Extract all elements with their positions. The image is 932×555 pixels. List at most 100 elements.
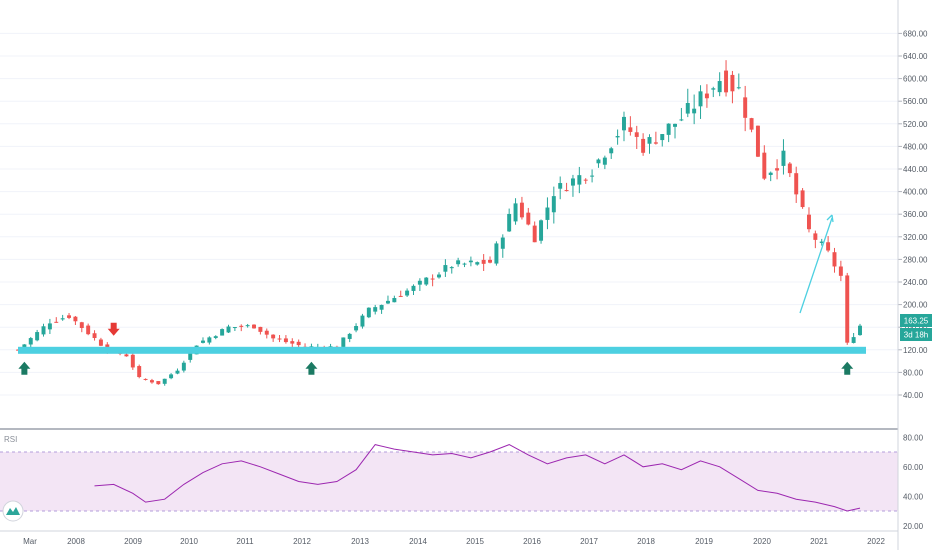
candle [500,234,505,258]
candle [736,73,741,90]
time-tick-label: 2021 [810,537,828,546]
support-zone[interactable] [18,346,866,354]
candle [207,336,212,345]
candle [239,324,244,332]
rsi-band [0,452,898,511]
candle [602,155,607,170]
time-tick-label: 2008 [67,537,85,546]
candle [41,323,46,337]
candle [226,324,231,333]
rsi-tick-label: 40.00 [903,492,924,501]
price-tick-label: 520.00 [903,120,928,129]
price-tick-label: 600.00 [903,75,928,84]
candle [832,247,837,273]
candle [851,332,856,344]
time-tick-label: 2010 [180,537,198,546]
time-tick-label: 2019 [695,537,713,546]
tradingview-logo-icon[interactable] [2,500,24,522]
candle [258,326,263,335]
last-price-label: 163.25 [904,317,929,326]
candle [609,146,614,159]
time-axis[interactable]: Mar 2008 2009 2010 2011 2012 2013 2014 2015 2016 2… [23,537,885,546]
candle [634,125,639,150]
candle [551,186,556,224]
projection-arrowhead-icon [826,214,834,223]
time-tick-label: 2016 [523,537,541,546]
candle [468,256,473,267]
time-tick-label: 2020 [753,537,771,546]
candle [220,328,225,336]
candle [385,295,390,305]
rsi-tick-label: 80.00 [903,433,924,442]
candle [787,161,792,178]
candle [628,116,633,136]
candle [277,334,282,343]
price-tick-label: 40.00 [903,391,924,400]
candle [660,134,665,147]
time-tick-label: 2014 [409,537,427,546]
candle [341,337,346,349]
price-axis: 40.00 80.00 120.00 160.00 200.00 240.00 280.00… [898,29,928,400]
candle [169,373,174,380]
candle [162,378,167,386]
arrow-up-icon[interactable] [18,361,31,375]
rsi-pane: RSI [0,435,898,512]
candle [67,313,72,320]
price-tick-label: 480.00 [903,142,928,151]
price-tick-label: 240.00 [903,278,928,287]
candle [692,94,697,125]
arrow-up-icon[interactable] [841,361,854,375]
price-tick-label: 160.00 [903,323,928,332]
candle [813,230,818,249]
candle [768,171,773,182]
candle [379,304,384,314]
candle [143,378,148,381]
arrow-up-icon[interactable] [305,361,318,375]
last-price-bg [900,314,932,327]
time-tick-label: 2012 [293,537,311,546]
candle [749,117,754,133]
price-tick-label: 560.00 [903,97,928,106]
candle [494,241,499,266]
candle [430,274,435,287]
candle [590,169,595,183]
candle [462,262,467,268]
countdown-label: 3d 18h [904,331,928,340]
candle [762,145,767,181]
candle [424,277,429,286]
candle [641,133,646,156]
candle [615,129,620,145]
projection-arrow[interactable] [799,217,833,314]
time-tick-label: Mar [23,537,37,546]
candle [755,125,760,158]
candle [698,85,703,119]
candle [622,111,626,142]
candle [826,236,831,253]
candle [564,182,569,192]
arrow-down-icon[interactable] [107,322,120,336]
candle [296,339,301,349]
candle [366,307,371,319]
price-tick-label: 640.00 [903,52,928,61]
candle [264,328,269,339]
candle [449,266,454,274]
overlays [18,214,866,375]
candle [245,323,250,328]
candle [730,70,735,104]
candle [175,368,180,375]
time-tick-label: 2009 [124,537,142,546]
candle [232,326,237,332]
candle [443,259,448,277]
rsi-axis: 20.00 40.00 60.00 80.00 [903,433,924,531]
price-tick-label: 120.00 [903,346,928,355]
candle [838,260,843,282]
candle [845,272,850,345]
candle [653,131,658,145]
candle [47,318,52,335]
candle [781,139,786,175]
candle [717,72,722,97]
candle [743,85,748,132]
candle [354,323,359,333]
